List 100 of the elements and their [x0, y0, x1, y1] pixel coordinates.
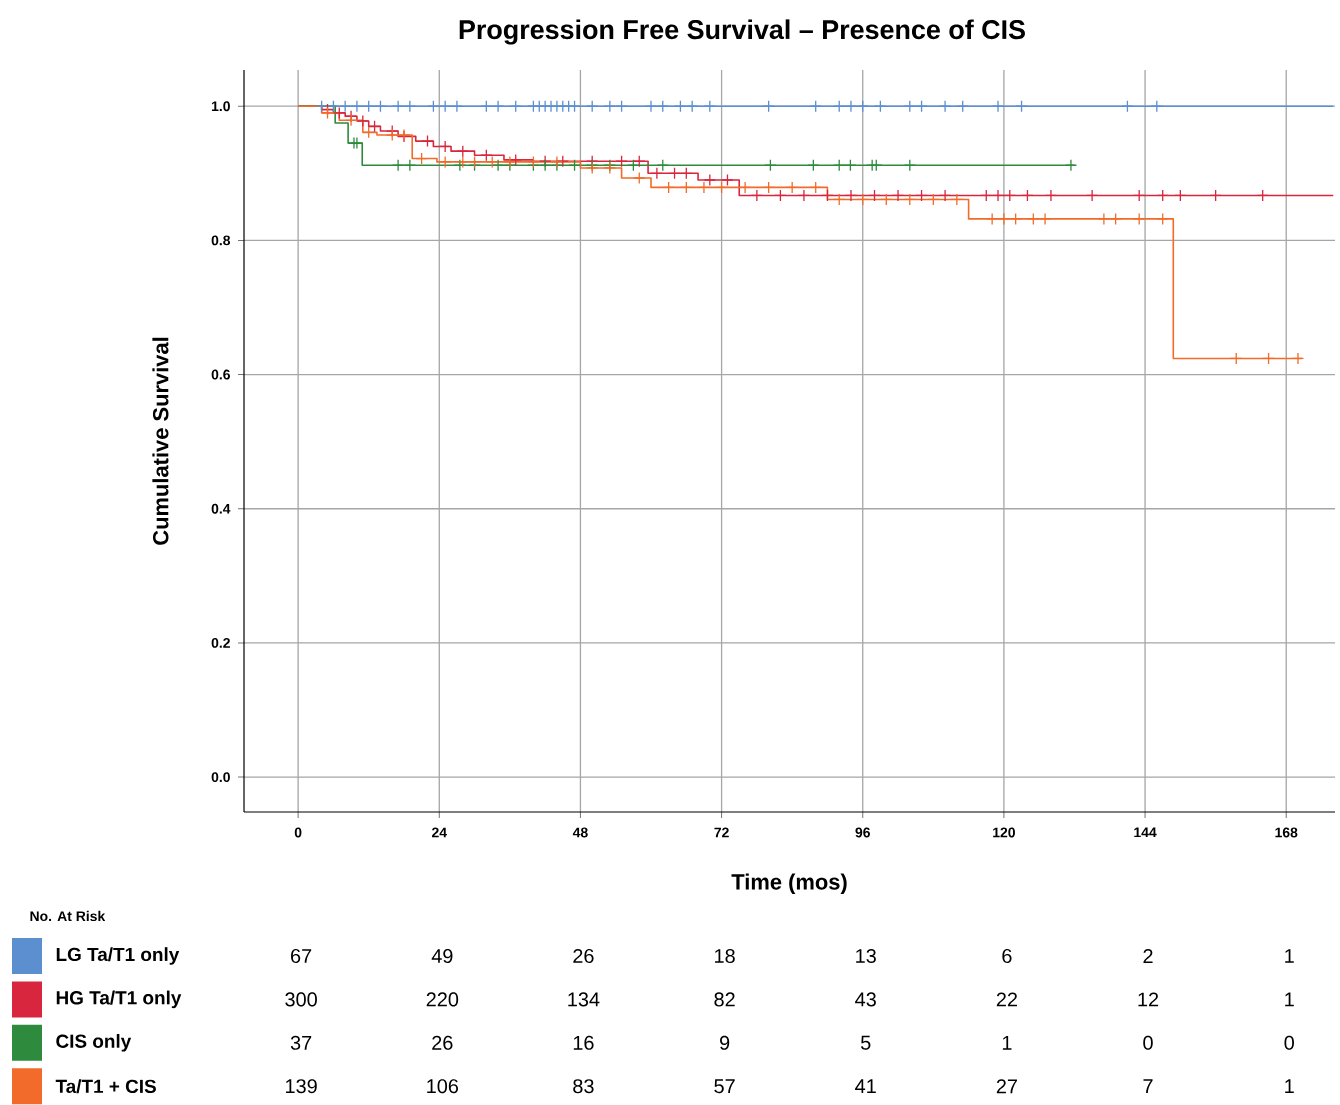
point: [480, 149, 493, 162]
point: [356, 114, 369, 128]
legend-label: Ta/T1 + CIS: [55, 1079, 156, 1094]
point: [439, 155, 452, 169]
text: 1: [1002, 1035, 1012, 1050]
point: [991, 100, 1005, 113]
point: [903, 159, 916, 172]
point: [362, 126, 375, 139]
point: [344, 114, 358, 127]
point: [550, 155, 564, 169]
text: 57: [714, 1079, 735, 1094]
point: [985, 212, 999, 226]
point: [903, 193, 916, 206]
point: [686, 100, 699, 113]
legend-label: HG Ta/T1 only: [56, 990, 182, 1009]
point: [403, 100, 417, 113]
y-axis-title: Cumulative Survival: [152, 337, 169, 545]
point: [1085, 189, 1099, 202]
point: [1133, 212, 1146, 226]
text: 1: [1285, 992, 1294, 1007]
point: [439, 140, 452, 153]
point: [1262, 352, 1275, 365]
point: [1156, 189, 1169, 202]
point: [374, 100, 387, 113]
text: 37: [290, 1035, 312, 1050]
text: 82: [714, 992, 735, 1007]
text: 5: [860, 1035, 871, 1050]
chart-title: Progression Free Survival – Presence of CIS: [459, 19, 1025, 45]
point: [1027, 212, 1040, 226]
point: [1256, 189, 1269, 202]
point: [1121, 100, 1134, 113]
x-tick-label: 24: [432, 827, 447, 838]
point: [880, 193, 893, 206]
point: [703, 100, 716, 113]
point: [915, 100, 928, 113]
point: [615, 155, 628, 168]
point: [339, 100, 352, 113]
point: [486, 155, 499, 169]
point: [1209, 189, 1222, 202]
text: 67: [291, 948, 312, 964]
point: [315, 100, 328, 113]
point: [1109, 212, 1122, 226]
point: [503, 155, 516, 169]
point: [509, 100, 522, 113]
point: [568, 100, 581, 113]
text: 1: [1285, 949, 1294, 963]
point: [833, 100, 846, 113]
x-tick-label: 120: [993, 827, 1015, 838]
point: [415, 152, 428, 165]
point: [809, 181, 822, 194]
point: [439, 100, 452, 113]
text: No. At Risk: [30, 910, 106, 922]
point: [938, 189, 952, 202]
point: [368, 120, 381, 133]
text: 106: [427, 1079, 459, 1094]
point: [1044, 189, 1058, 202]
text: 220: [426, 992, 459, 1007]
point: [1150, 100, 1163, 113]
point: [633, 171, 646, 185]
point: [674, 100, 687, 113]
point: [697, 181, 711, 194]
text: 9: [720, 1035, 730, 1050]
point: [774, 189, 787, 202]
point: [809, 100, 822, 113]
legend-label: LG Ta/T1 only: [56, 947, 180, 965]
point: [627, 159, 640, 172]
point: [644, 100, 658, 113]
point: [509, 153, 522, 167]
point: [480, 100, 493, 113]
point: [870, 159, 883, 172]
point: [844, 159, 857, 172]
text: 41: [855, 1079, 876, 1094]
point: [321, 106, 334, 120]
point: [527, 155, 540, 169]
point: [586, 100, 599, 113]
point: [668, 167, 681, 180]
x-tick-label: 48: [572, 827, 588, 838]
point: [1021, 189, 1034, 202]
point: [453, 159, 467, 172]
point: [350, 100, 364, 113]
point: [427, 100, 440, 113]
point: [833, 159, 846, 172]
point: [844, 100, 858, 113]
point: [680, 181, 693, 194]
point: [391, 159, 405, 172]
text: 1: [1285, 1079, 1294, 1094]
point: [1133, 189, 1146, 202]
point: [1097, 212, 1111, 226]
y-tick-label: 0.2: [211, 637, 230, 648]
point: [1003, 189, 1016, 202]
point: [874, 100, 887, 113]
point: [327, 100, 340, 113]
text: 16: [573, 1035, 594, 1050]
point: [750, 189, 764, 202]
point: [538, 159, 552, 172]
point: [1015, 100, 1028, 113]
point: [797, 189, 811, 202]
point: [786, 181, 799, 194]
point: [650, 167, 664, 180]
point: [403, 159, 417, 172]
